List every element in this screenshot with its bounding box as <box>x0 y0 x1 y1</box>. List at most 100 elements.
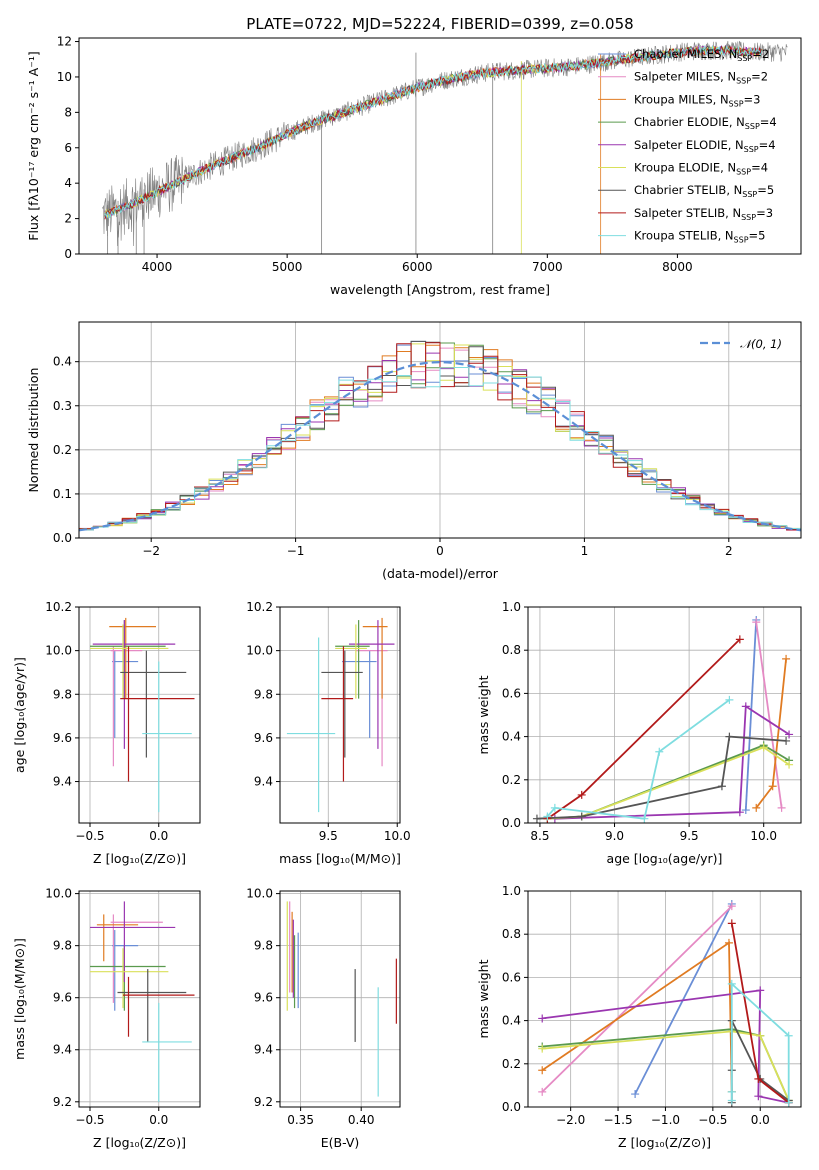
weight-marker <box>752 618 761 627</box>
point-chabrier_elodie <box>90 620 166 699</box>
axes-frame <box>78 890 201 1108</box>
weight-marker <box>768 782 777 791</box>
point-chabrier_miles <box>112 930 139 1011</box>
x-tick-label: 10.0 <box>384 829 411 843</box>
point-salpeter_stelib <box>321 646 354 782</box>
weight-marker <box>727 902 736 911</box>
x-tick-label: 7000 <box>532 260 563 274</box>
y-tick-label: 9.8 <box>53 687 72 701</box>
weight-marker <box>756 986 765 995</box>
errorbar-plot-3: 9.5 10.0 9.4 9.6 9.8 10.0 10.2 mass [log₁₀(M/M⊙… <box>246 600 410 866</box>
point-kroupa_miles <box>362 617 388 699</box>
weight-marker <box>725 732 734 741</box>
x-axis-label: age [log₁₀(age/yr)] <box>607 851 723 866</box>
spectrum-plot: Chabrier MILES, NSSP=2 Salpeter MILES, NS… <box>26 35 802 297</box>
x-tick-label: −2.0 <box>556 1113 585 1127</box>
weight-marker <box>727 1087 736 1096</box>
y-axis-label: age [log₁₀(age/yr)] <box>12 657 27 773</box>
x-tick-label: 5000 <box>272 260 303 274</box>
point-salpeter_miles <box>110 646 143 767</box>
x-tick-label: 9.5 <box>680 829 699 843</box>
y-tick-label: 0.1 <box>53 487 72 501</box>
legend-label: Kroupa ELODIE, NSSP=4 <box>634 161 768 177</box>
point-salpeter_miles <box>110 914 163 1003</box>
y-tick-label: 0.8 <box>502 927 521 941</box>
x-tick-label: 0.40 <box>348 1113 375 1127</box>
weight-marker <box>532 814 541 823</box>
weight-marker <box>752 803 761 812</box>
legend-label: Salpeter STELIB, NSSP=3 <box>634 206 773 222</box>
legend-label: Salpeter MILES, NSSP=2 <box>634 70 768 86</box>
x-axis-label: wavelength [Angstrom, rest frame] <box>330 282 550 297</box>
weight-marker <box>577 812 586 821</box>
x-tick-label: −1.0 <box>651 1113 680 1127</box>
y-tick-label: 1.0 <box>502 884 521 898</box>
x-axis-label: Z [log₁₀(Z/Z⊙)] <box>618 1135 711 1150</box>
y-tick-label: 0.0 <box>502 816 521 830</box>
point-salpeter_elodie <box>90 901 176 983</box>
weight-marker <box>655 747 664 756</box>
y-tick-label: 0.6 <box>502 686 521 700</box>
x-tick-label: −1 <box>287 544 305 558</box>
axes-frame <box>78 606 201 824</box>
x-axis-label: Z [log₁₀(Z/Z⊙)] <box>93 1135 186 1150</box>
y-tick-label: 2 <box>64 212 72 226</box>
y-tick-label: 0.2 <box>502 773 521 787</box>
x-tick-label: 9.0 <box>605 829 624 843</box>
weight-line-salpeter_elodie <box>542 989 789 1104</box>
weight-marker <box>725 695 734 704</box>
axes-frame <box>279 606 401 824</box>
y-tick-label: 0.8 <box>502 643 521 657</box>
y-tick-label: 9.4 <box>254 1043 273 1057</box>
point-kroupa_miles <box>96 914 139 962</box>
x-axis-label: mass [log₁₀(M/M⊙)] <box>279 851 401 866</box>
weight-marker <box>785 730 794 739</box>
axes-frame <box>527 890 802 1108</box>
legend-label: Salpeter ELODIE, NSSP=4 <box>634 138 776 154</box>
x-tick-label: −0.5 <box>698 1113 727 1127</box>
weight-marker <box>735 808 744 817</box>
point-kroupa_stelib <box>142 661 192 813</box>
weight-marker <box>538 1044 547 1053</box>
weight-marker <box>727 979 736 988</box>
axes-frame <box>78 37 802 255</box>
x-tick-label: −0.5 <box>75 829 104 843</box>
point-kroupa_elodie <box>90 624 169 699</box>
point-chabrier_elodie <box>335 620 370 699</box>
point-kroupa_miles <box>109 617 156 699</box>
y-tick-label: 10.0 <box>45 644 72 658</box>
point-salpeter_elodie <box>348 620 395 749</box>
point-kroupa_stelib <box>286 637 336 813</box>
y-axis-label: Normed distribution <box>26 368 41 493</box>
weight-marker <box>538 1066 547 1075</box>
y-axis-label: mass weight <box>476 959 491 1038</box>
y-axis-label: mass [log₁₀(M/M⊙)] <box>12 938 27 1060</box>
weight-line-kroupa_elodie <box>542 1030 790 1101</box>
y-tick-label: 9.4 <box>254 775 273 789</box>
point-kroupa_elodie <box>90 948 169 1009</box>
y-tick-label: 8 <box>64 105 72 119</box>
y-tick-label: 9.6 <box>254 991 273 1005</box>
point-salpeter_miles <box>355 646 388 767</box>
x-tick-label: 10.0 <box>750 829 777 843</box>
weight-marker <box>717 782 726 791</box>
x-tick-label: 8000 <box>662 260 693 274</box>
weight-marker <box>754 1074 763 1083</box>
y-tick-label: 9.8 <box>254 939 273 953</box>
x-tick-label: 0.0 <box>751 1113 770 1127</box>
weight-marker <box>724 938 733 947</box>
y-tick-label: 10.0 <box>246 644 273 658</box>
mass-weight-plot-7: −2.0 −1.5 −1.0 −0.5 0.0 0.0 0.2 0.4 0.6 0.8 1.0 Z [… <box>476 884 802 1150</box>
weight-marker <box>640 814 649 823</box>
y-tick-label: 9.2 <box>53 1095 72 1109</box>
y-tick-label: 0.2 <box>53 443 72 457</box>
y-tick-label: 9.6 <box>254 731 273 745</box>
point-salpeter_elodie <box>92 620 176 749</box>
y-tick-label: 9.6 <box>53 991 72 1005</box>
errorbar-plot-6: 0.35 0.40 9.2 9.4 9.6 9.8 10.0 E(B-V) <box>246 887 401 1150</box>
errorbar-plot-5: −0.5 0.0 9.2 9.4 9.6 9.8 10.0 Z [log₁₀(Z/Z⊙)] ma… <box>12 887 201 1150</box>
legend-label: Kroupa MILES, NSSP=3 <box>634 92 760 108</box>
y-tick-label: 10.2 <box>45 600 72 614</box>
weight-marker <box>785 760 794 769</box>
